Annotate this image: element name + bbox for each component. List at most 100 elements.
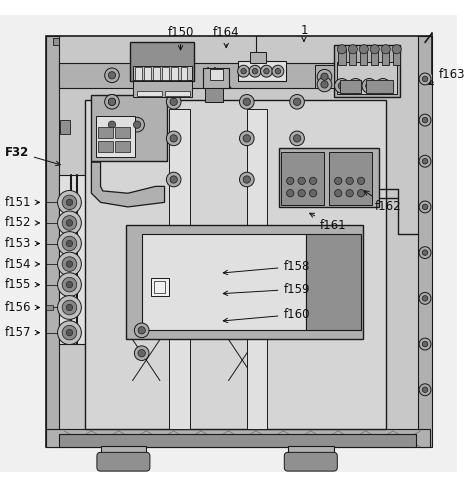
Bar	[371, 49, 378, 65]
Circle shape	[241, 69, 246, 74]
Circle shape	[66, 220, 73, 226]
Circle shape	[419, 384, 431, 396]
Bar	[288, 446, 333, 463]
Circle shape	[130, 117, 144, 132]
Circle shape	[105, 94, 119, 109]
Circle shape	[357, 189, 365, 197]
Bar	[142, 234, 306, 330]
Circle shape	[58, 232, 81, 255]
Circle shape	[58, 296, 81, 319]
Circle shape	[346, 189, 353, 197]
Circle shape	[290, 94, 304, 109]
Bar	[135, 67, 142, 80]
Circle shape	[331, 173, 346, 188]
Circle shape	[419, 114, 431, 126]
Circle shape	[170, 135, 177, 142]
Circle shape	[342, 173, 357, 188]
Circle shape	[346, 177, 353, 185]
Bar	[165, 91, 189, 96]
Circle shape	[321, 73, 328, 80]
Circle shape	[370, 45, 379, 54]
FancyBboxPatch shape	[284, 452, 337, 471]
Circle shape	[240, 94, 254, 109]
Circle shape	[348, 45, 357, 54]
Circle shape	[419, 247, 431, 259]
Circle shape	[422, 250, 428, 255]
Circle shape	[62, 300, 77, 315]
Bar	[130, 42, 194, 81]
Circle shape	[348, 78, 363, 93]
Circle shape	[240, 172, 254, 187]
Circle shape	[306, 173, 320, 188]
Bar	[98, 141, 113, 152]
Circle shape	[422, 76, 428, 82]
Text: f164: f164	[213, 26, 240, 48]
Circle shape	[264, 69, 269, 74]
Bar	[238, 61, 286, 81]
Circle shape	[298, 177, 305, 185]
Circle shape	[310, 189, 317, 197]
Text: f156: f156	[5, 301, 39, 314]
Circle shape	[58, 321, 81, 344]
Circle shape	[170, 98, 177, 106]
Text: f159: f159	[223, 283, 310, 296]
Circle shape	[422, 117, 428, 123]
Circle shape	[352, 82, 359, 90]
Circle shape	[379, 82, 386, 90]
Bar	[382, 49, 389, 65]
Circle shape	[62, 195, 77, 210]
Bar	[337, 61, 397, 94]
Circle shape	[381, 45, 390, 54]
Circle shape	[357, 177, 365, 185]
Circle shape	[392, 45, 401, 54]
Bar	[151, 278, 169, 296]
Circle shape	[338, 82, 346, 90]
Circle shape	[166, 131, 181, 146]
Circle shape	[287, 177, 294, 185]
Circle shape	[334, 78, 349, 93]
Circle shape	[275, 69, 280, 74]
Circle shape	[58, 211, 81, 235]
Circle shape	[138, 350, 145, 357]
Circle shape	[272, 65, 284, 77]
Circle shape	[66, 199, 73, 206]
Circle shape	[62, 257, 77, 271]
Bar	[98, 127, 113, 138]
Circle shape	[66, 240, 73, 247]
Circle shape	[243, 135, 250, 142]
Bar	[53, 38, 60, 45]
Circle shape	[321, 81, 328, 88]
Circle shape	[422, 296, 428, 301]
Circle shape	[135, 346, 149, 360]
Bar	[96, 115, 135, 157]
Text: f152: f152	[5, 216, 39, 229]
Circle shape	[290, 131, 304, 146]
Bar	[60, 434, 416, 447]
Bar	[115, 127, 130, 138]
Text: f153: f153	[5, 237, 39, 250]
Circle shape	[62, 236, 77, 251]
Circle shape	[58, 190, 81, 214]
Circle shape	[295, 186, 309, 201]
Bar	[171, 67, 178, 80]
Circle shape	[334, 177, 342, 185]
Bar	[205, 88, 223, 102]
Circle shape	[108, 98, 116, 106]
Circle shape	[138, 327, 145, 334]
Circle shape	[135, 323, 149, 337]
Text: f162: f162	[364, 191, 401, 213]
FancyBboxPatch shape	[97, 452, 150, 471]
Circle shape	[310, 177, 317, 185]
Bar	[181, 67, 188, 80]
Circle shape	[58, 252, 81, 276]
Text: f151: f151	[5, 196, 39, 209]
Bar	[45, 429, 430, 447]
Bar	[133, 66, 192, 80]
Bar	[360, 49, 367, 65]
Bar	[91, 95, 167, 161]
Bar	[45, 36, 60, 447]
Bar	[162, 67, 169, 80]
Polygon shape	[91, 162, 165, 207]
Circle shape	[354, 186, 368, 201]
Circle shape	[422, 204, 428, 210]
